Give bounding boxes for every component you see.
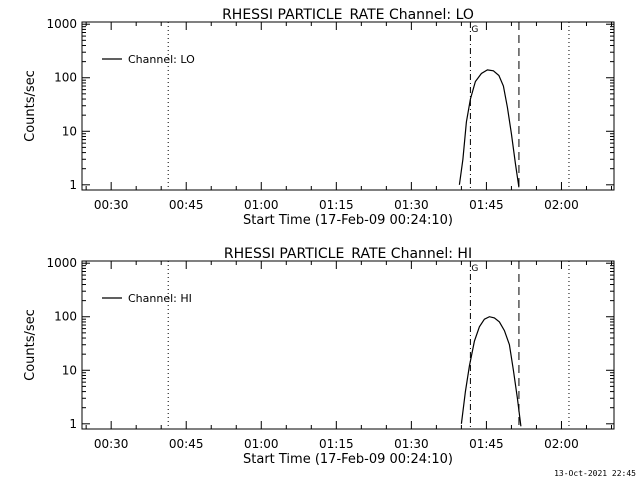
- y-tick-label: 100: [54, 310, 77, 324]
- chart-title: RHESSI PARTICLE_RATE Channel: HI: [224, 246, 472, 262]
- y-tick-label: 1000: [46, 17, 77, 31]
- y-tick-label: 1: [69, 178, 77, 192]
- x-tick-label: 01:15: [319, 198, 354, 212]
- x-tick-label: 02:00: [544, 198, 579, 212]
- x-tick-label: 00:45: [169, 437, 204, 451]
- x-tick-label: 00:30: [94, 198, 129, 212]
- x-tick-label: 01:45: [469, 437, 504, 451]
- y-tick-label: 1: [69, 417, 77, 431]
- series-line: [460, 316, 522, 427]
- footer-timestamp: 13-Oct-2021 22:45: [554, 469, 636, 478]
- plot-frame: [81, 21, 615, 191]
- legend-label: Channel: LO: [128, 53, 195, 66]
- panel-lo: RHESSI PARTICLE_RATE Channel: LO 00:30 00:…: [23, 7, 615, 228]
- x-tick-label: 01:00: [244, 198, 279, 212]
- y-tick-label: 10: [62, 363, 77, 377]
- y-tick-label: 10: [62, 124, 77, 138]
- y-tick-label: 100: [54, 71, 77, 85]
- plot-frame: [81, 260, 615, 430]
- x-tick-label: 01:30: [394, 437, 429, 451]
- x-tick-label: 01:30: [394, 198, 429, 212]
- x-axis-label: Start Time (17-Feb-09 00:24:10): [243, 213, 453, 228]
- x-axis-label: Start Time (17-Feb-09 00:24:10): [243, 452, 453, 467]
- x-tick-label: 01:00: [244, 437, 279, 451]
- y-tick-label: 1000: [46, 256, 77, 270]
- marker-label: G: [471, 25, 478, 35]
- x-tick-label: 01:45: [469, 198, 504, 212]
- legend-label: Channel: HI: [128, 292, 192, 305]
- panel-hi: RHESSI PARTICLE_RATE Channel: HI 00:30 00:…: [23, 246, 615, 467]
- x-tick-label: 02:00: [544, 437, 579, 451]
- marker-label: G: [471, 264, 478, 274]
- y-axis-label: Counts/sec: [23, 309, 38, 381]
- series-line: [458, 69, 520, 188]
- x-tick-label: 00:30: [94, 437, 129, 451]
- y-axis-label: Counts/sec: [23, 70, 38, 142]
- chart-title: RHESSI PARTICLE_RATE Channel: LO: [222, 7, 474, 23]
- x-tick-label: 01:15: [319, 437, 354, 451]
- x-tick-label: 00:45: [169, 198, 204, 212]
